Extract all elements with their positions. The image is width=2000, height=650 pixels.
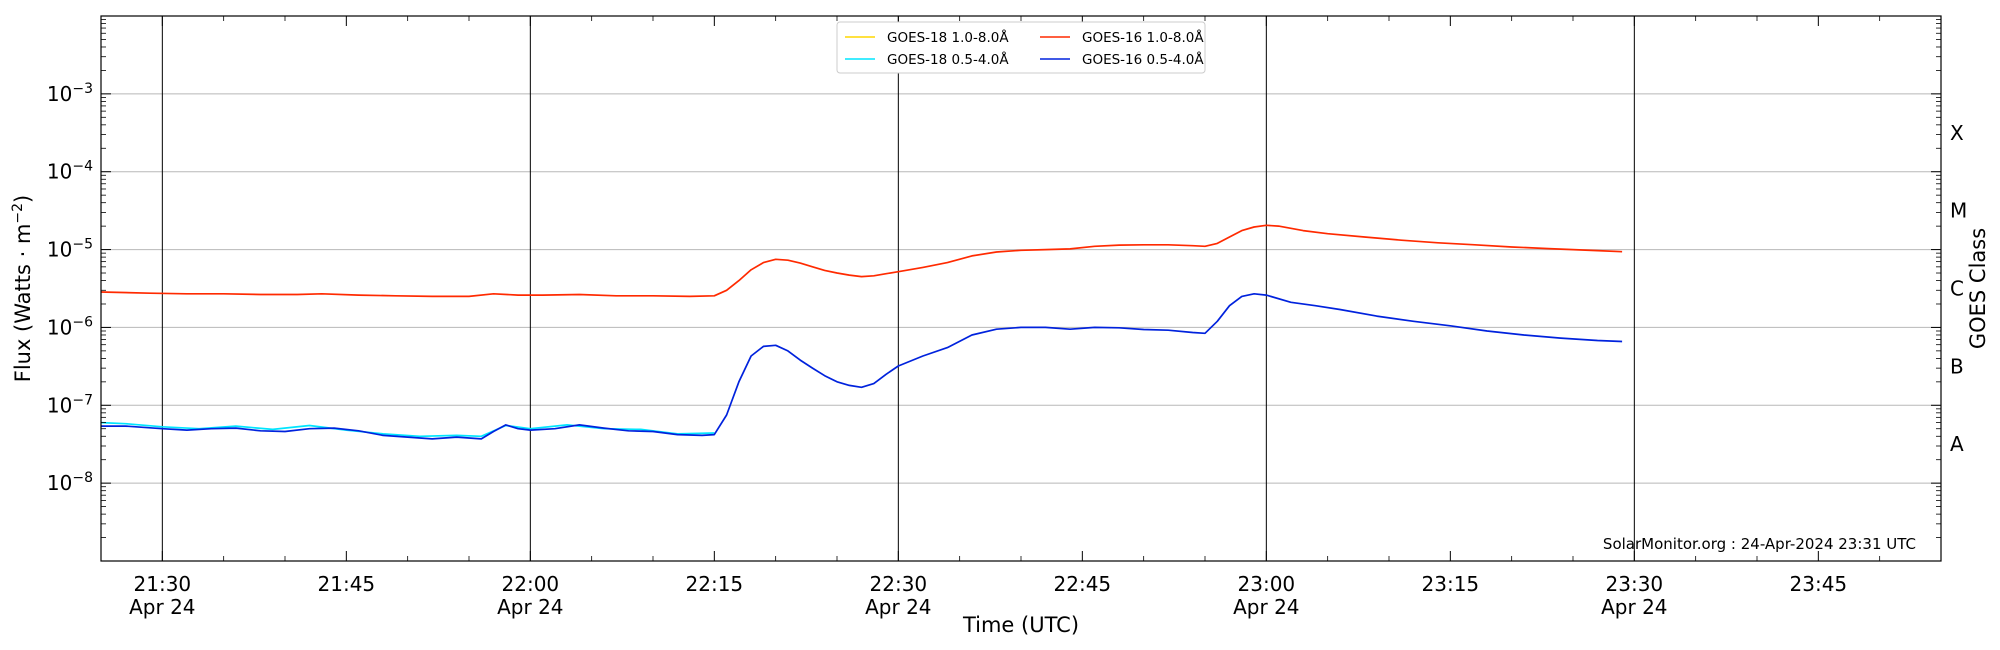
y-tick-label: 10−5 (47, 237, 93, 262)
y-tick-exponent: −5 (72, 237, 93, 253)
goes-class-labels: A B C M X (1950, 121, 1967, 456)
x-tick-date-label: Apr 24 (1233, 595, 1299, 619)
y-tick-base: 10 (47, 315, 72, 339)
y-tick-label: 10−8 (47, 470, 93, 495)
y-axis-title-prefix: Flux (Watts · m (11, 224, 35, 383)
vertical-hour-lines (161, 16, 1635, 561)
legend-label: GOES-18 1.0-8.0Å (887, 29, 1009, 46)
y-tick-base: 10 (47, 471, 72, 495)
x-tick-date-label: Apr 24 (865, 595, 931, 619)
y-tick-label: 10−4 (47, 159, 93, 184)
x-tick-label: 21:30 (134, 572, 192, 596)
x-axis-title: Time (UTC) (962, 613, 1079, 637)
x-tick-label: 22:30 (870, 572, 928, 596)
x-tick-date-label: Apr 24 (129, 595, 195, 619)
goes-class-label: A (1950, 432, 1964, 456)
x-tick-date-label: Apr 24 (497, 595, 563, 619)
grid-layer (101, 93, 1941, 484)
x-tick-label: 23:30 (1606, 572, 1664, 596)
goes-class-axis-title: GOES Class (1966, 228, 1990, 349)
y-tick-label: 10−7 (47, 392, 93, 417)
y-tick-base: 10 (47, 82, 72, 106)
plot-frame (100, 15, 1942, 562)
x-tick-date-label: Apr 24 (1601, 595, 1667, 619)
legend-label: GOES-18 0.5-4.0Å (887, 51, 1009, 68)
y-tick-exponent: −3 (72, 81, 93, 97)
y-axis-title: Flux (Watts · m−2) (10, 195, 35, 383)
legend-label: GOES-16 1.0-8.0Å (1082, 29, 1204, 46)
legend-label: GOES-16 0.5-4.0Å (1082, 51, 1204, 68)
x-tick-label: 21:45 (318, 572, 376, 596)
goes-class-label: B (1950, 354, 1964, 378)
x-tick-label: 22:00 (502, 572, 560, 596)
series-layer (100, 224, 1623, 440)
y-axis-ticks: 10−810−710−610−510−410−3 (47, 19, 1941, 538)
y-axis-title-exponent: −2 (10, 203, 26, 224)
x-tick-label: 23:45 (1790, 572, 1848, 596)
y-tick-exponent: −4 (72, 159, 93, 175)
y-tick-label: 10−6 (47, 314, 93, 339)
goes-class-label: M (1950, 199, 1967, 223)
x-tick-label: 23:00 (1238, 572, 1296, 596)
series-line (101, 292, 1623, 440)
y-axis-title-suffix: ) (11, 195, 35, 203)
x-tick-label: 22:45 (1054, 572, 1112, 596)
credit-text: SolarMonitor.org : 24-Apr-2024 23:31 UTC (1603, 535, 1916, 553)
y-tick-base: 10 (47, 238, 72, 262)
y-tick-base: 10 (47, 160, 72, 184)
x-tick-label: 23:15 (1422, 572, 1480, 596)
goes-class-label: X (1950, 121, 1964, 145)
y-tick-label: 10−3 (47, 81, 93, 106)
series-line (100, 224, 1623, 298)
goes-class-label: C (1950, 277, 1964, 301)
x-tick-label: 22:15 (686, 572, 744, 596)
legend: GOES-18 1.0-8.0Å GOES-18 0.5-4.0Å GOES-16 … (836, 21, 1206, 74)
y-tick-base: 10 (47, 393, 72, 417)
legend-box (836, 21, 1206, 74)
y-tick-exponent: −8 (72, 470, 93, 486)
y-tick-exponent: −7 (72, 392, 93, 408)
y-tick-exponent: −6 (72, 314, 93, 330)
